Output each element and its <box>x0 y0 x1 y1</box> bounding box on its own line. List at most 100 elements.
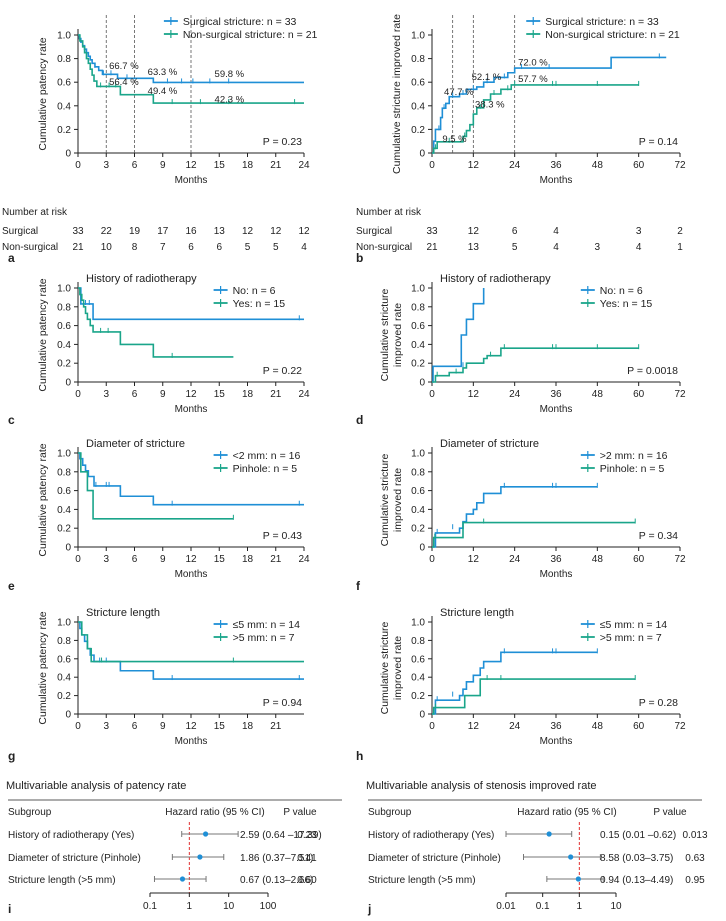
risk-table-row-label: Non-surgical <box>2 242 58 253</box>
legend-label: Surgical stricture: n = 33 <box>545 16 659 28</box>
x-tick-label: 6 <box>132 554 138 565</box>
y-axis-label: Cumulative stricture improved rate <box>391 14 403 174</box>
forest-hr-text: 0.15 (0.01 –0.62) <box>600 830 676 841</box>
data-label: 52.1 % <box>472 72 502 83</box>
risk-table-value: 4 <box>636 242 642 253</box>
p-value: P = 0.94 <box>263 697 302 709</box>
y-tick-label: 0 <box>419 710 425 721</box>
y-axis-label: improved rate <box>392 468 404 532</box>
risk-table-value: 6 <box>188 242 194 253</box>
y-tick-label: 0.8 <box>57 636 71 647</box>
x-tick-label: 0 <box>75 160 81 171</box>
risk-table-value: 21 <box>426 242 438 253</box>
x-axis-label: Months <box>540 175 573 186</box>
forest-title: Multivariable analysis of patency rate <box>6 780 186 792</box>
x-tick-label: 15 <box>214 721 226 732</box>
forest-p-value: 0.60 <box>297 875 317 886</box>
legend-label: ≤5 mm: n = 14 <box>233 619 300 631</box>
y-tick-label: 0.4 <box>57 673 71 684</box>
y-tick-label: 0 <box>65 543 71 554</box>
risk-table-value: 22 <box>101 226 113 237</box>
risk-table-value: 5 <box>273 242 279 253</box>
y-tick-label: 0 <box>65 710 71 721</box>
km-curve-no <box>432 288 485 383</box>
x-tick-label: 24 <box>509 554 521 565</box>
km-curve-yes <box>432 347 639 383</box>
forest-panel-j: Multivariable analysis of stenosis impro… <box>366 780 708 916</box>
y-tick-label: 0 <box>65 149 71 160</box>
data-label: 38.3 % <box>475 100 505 111</box>
hazard-ratio-point <box>197 854 203 860</box>
panel-label: d <box>356 413 363 427</box>
y-tick-label: 1.0 <box>57 618 71 629</box>
x-tick-label: 0 <box>75 554 81 565</box>
legend-label: Non-surgical stricture: n = 21 <box>545 29 680 41</box>
legend-label: ≤5 mm: n = 14 <box>600 619 667 631</box>
x-axis-label: Months <box>540 404 573 415</box>
risk-table-value: 10 <box>101 242 113 253</box>
hazard-ratio-point <box>575 876 581 882</box>
forest-x-tick-label: 1 <box>577 901 583 912</box>
y-tick-label: 0.6 <box>57 321 71 332</box>
panel-label: g <box>8 749 15 763</box>
legend-label: <2 mm: n = 16 <box>233 450 301 462</box>
p-value: P = 0.22 <box>263 365 302 377</box>
risk-table-row-label: Surgical <box>2 226 38 237</box>
y-axis-label: Cumulative patency rate <box>37 37 49 150</box>
x-tick-label: 48 <box>592 554 604 565</box>
x-tick-label: 15 <box>214 389 226 400</box>
y-tick-label: 1.0 <box>57 284 71 295</box>
forest-hr-text: 0.94 (0.13–4.49) <box>600 875 673 886</box>
x-tick-label: 12 <box>185 721 197 732</box>
forest-hr-text: 0.67 (0.13–2.66) <box>240 875 313 886</box>
x-tick-label: 24 <box>509 389 521 400</box>
chart-title: Stricture length <box>86 607 160 619</box>
x-tick-label: 36 <box>550 389 562 400</box>
y-axis-label: Cumulative patency rate <box>37 278 49 391</box>
y-axis-label: improved rate <box>392 303 404 367</box>
y-axis-label: Cumulative stricture <box>379 288 391 381</box>
x-tick-label: 48 <box>592 160 604 171</box>
y-tick-label: 0.6 <box>57 78 71 89</box>
y-tick-label: 0.8 <box>57 302 71 313</box>
x-tick-label: 21 <box>270 160 282 171</box>
data-label: 59.8 % <box>215 69 245 80</box>
km-curve--2-mm <box>432 486 598 548</box>
x-tick-label: 0 <box>429 160 435 171</box>
y-tick-label: 0.2 <box>411 359 425 370</box>
x-axis-label: Months <box>540 569 573 580</box>
y-tick-label: 0.4 <box>411 101 425 112</box>
x-tick-label: 21 <box>270 721 282 732</box>
hazard-ratio-point <box>202 831 209 837</box>
y-tick-label: 0.4 <box>411 340 425 351</box>
legend-label: Surgical stricture: n = 33 <box>183 16 297 28</box>
x-tick-label: 24 <box>298 160 310 171</box>
data-label: 72.0 % <box>518 58 548 69</box>
y-tick-label: 0.6 <box>411 654 425 665</box>
legend-label: >5 mm: n = 7 <box>600 632 662 644</box>
km-curve-non-surgical-stricture <box>78 34 304 104</box>
legend-label: Pinhole: n = 5 <box>233 463 298 475</box>
risk-table-value: 4 <box>301 242 307 253</box>
y-tick-label: 0.6 <box>57 654 71 665</box>
forest-p-value: 0.23 <box>297 830 317 841</box>
x-tick-label: 6 <box>132 389 138 400</box>
y-tick-label: 0.6 <box>411 78 425 89</box>
y-axis-label: Cumulative patency rate <box>37 611 49 724</box>
data-label: 47.7 % <box>444 87 474 98</box>
risk-table-value: 7 <box>160 242 166 253</box>
y-tick-label: 0 <box>419 378 425 389</box>
x-tick-label: 6 <box>132 160 138 171</box>
x-tick-label: 60 <box>633 554 645 565</box>
chart-title: History of radiotherapy <box>440 273 551 285</box>
y-tick-label: 0.2 <box>411 524 425 535</box>
y-axis-label: improved rate <box>392 636 404 700</box>
km-curve-pinhole <box>78 452 234 520</box>
x-tick-label: 24 <box>298 554 310 565</box>
y-tick-label: 0.2 <box>411 125 425 136</box>
x-tick-label: 48 <box>592 721 604 732</box>
p-value: P = 0.23 <box>263 136 302 148</box>
data-label: 63.3 % <box>148 67 178 78</box>
x-tick-label: 0 <box>429 554 435 565</box>
y-tick-label: 0.4 <box>411 673 425 684</box>
